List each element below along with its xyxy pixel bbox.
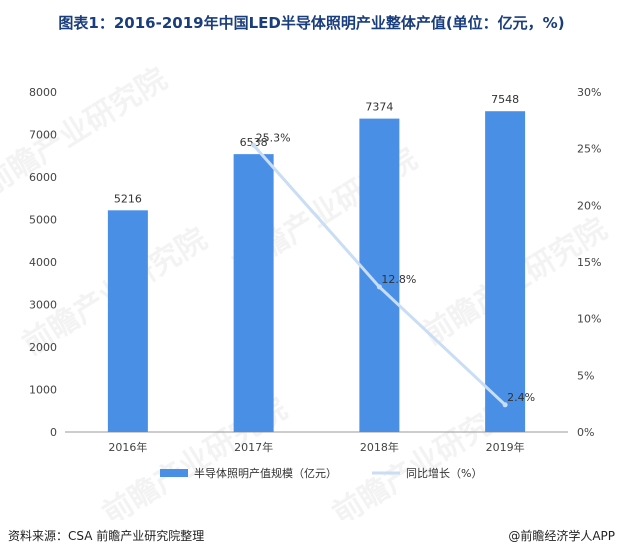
right-axis: 0% 5% 10% 15% 20% 25% 30% (577, 86, 601, 439)
right-axis-tick-label: 10% (577, 313, 601, 326)
right-axis-tick-label: 0% (577, 426, 594, 439)
x-axis-tick-label: 2016年 (108, 440, 147, 454)
right-axis-tick-label: 20% (577, 199, 601, 212)
legend-bar-swatch (160, 469, 188, 477)
right-axis-tick-label: 5% (577, 369, 594, 382)
bar-value-label: 7548 (491, 93, 519, 106)
left-axis-tick-label: 8000 (29, 86, 57, 99)
bar-2017年 (233, 154, 274, 432)
legend-line-label: 同比增长（%） (406, 466, 482, 480)
left-axis-tick-label: 4000 (29, 256, 57, 269)
left-axis-tick-label: 2000 (29, 341, 57, 354)
left-axis-tick-label: 1000 (29, 384, 57, 397)
right-axis-tick-label: 15% (577, 256, 601, 269)
bar-value-label: 7374 (365, 101, 393, 114)
growth-value-label: 12.8% (381, 273, 416, 286)
bar-value-label: 5216 (114, 192, 142, 205)
growth-value-label: 2.4% (507, 391, 535, 404)
bar-2018年 (359, 118, 400, 432)
legend: 半导体照明产值规模（亿元） 同比增长（%） (160, 466, 482, 480)
left-axis-tick-label: 0 (50, 426, 57, 439)
bar-value-label: 6538 (240, 136, 268, 149)
source-note: 资料来源：CSA 前瞻产业研究院整理 (8, 529, 205, 543)
right-axis-tick-label: 30% (577, 86, 601, 99)
growth-point (376, 284, 382, 290)
left-axis-tick-label: 6000 (29, 171, 57, 184)
growth-value-label: 25.3% (256, 131, 291, 144)
left-axis: 0 1000 2000 3000 4000 5000 6000 7000 8000 (29, 86, 57, 439)
x-axis-tick-label: 2017年 (234, 440, 273, 454)
left-axis-tick-label: 3000 (29, 299, 57, 312)
growth-point (502, 402, 508, 408)
left-axis-tick-label: 7000 (29, 129, 57, 142)
chart-title: 图表1：2016-2019年中国LED半导体照明产业整体产值(单位：亿元，%) (58, 14, 565, 32)
left-axis-tick-label: 5000 (29, 214, 57, 227)
bar-2016年 (107, 210, 148, 432)
chart-canvas: 前瞻产业研究院前瞻产业研究院前瞻产业研究院前瞻产业研究院前瞻产业研究院前瞻产业研… (0, 61, 613, 520)
brand-credit: @前瞻经济学人APP (508, 529, 615, 543)
growth-line: 25.3% 12.8% 2.4% (251, 131, 535, 408)
bars: 5216 6538 7374 7548 (107, 93, 526, 433)
watermark-text: 前瞻产业研究院 (0, 61, 173, 202)
growth-point (251, 142, 257, 148)
right-axis-tick-label: 25% (577, 143, 601, 156)
bar-2019年 (485, 111, 526, 433)
legend-bar-label: 半导体照明产值规模（亿元） (194, 466, 337, 480)
x-axis-tick-label: 2018年 (360, 440, 399, 454)
x-axis: 2016年 2017年 2018年 2019年 (108, 440, 524, 454)
x-axis-tick-label: 2019年 (486, 440, 525, 454)
